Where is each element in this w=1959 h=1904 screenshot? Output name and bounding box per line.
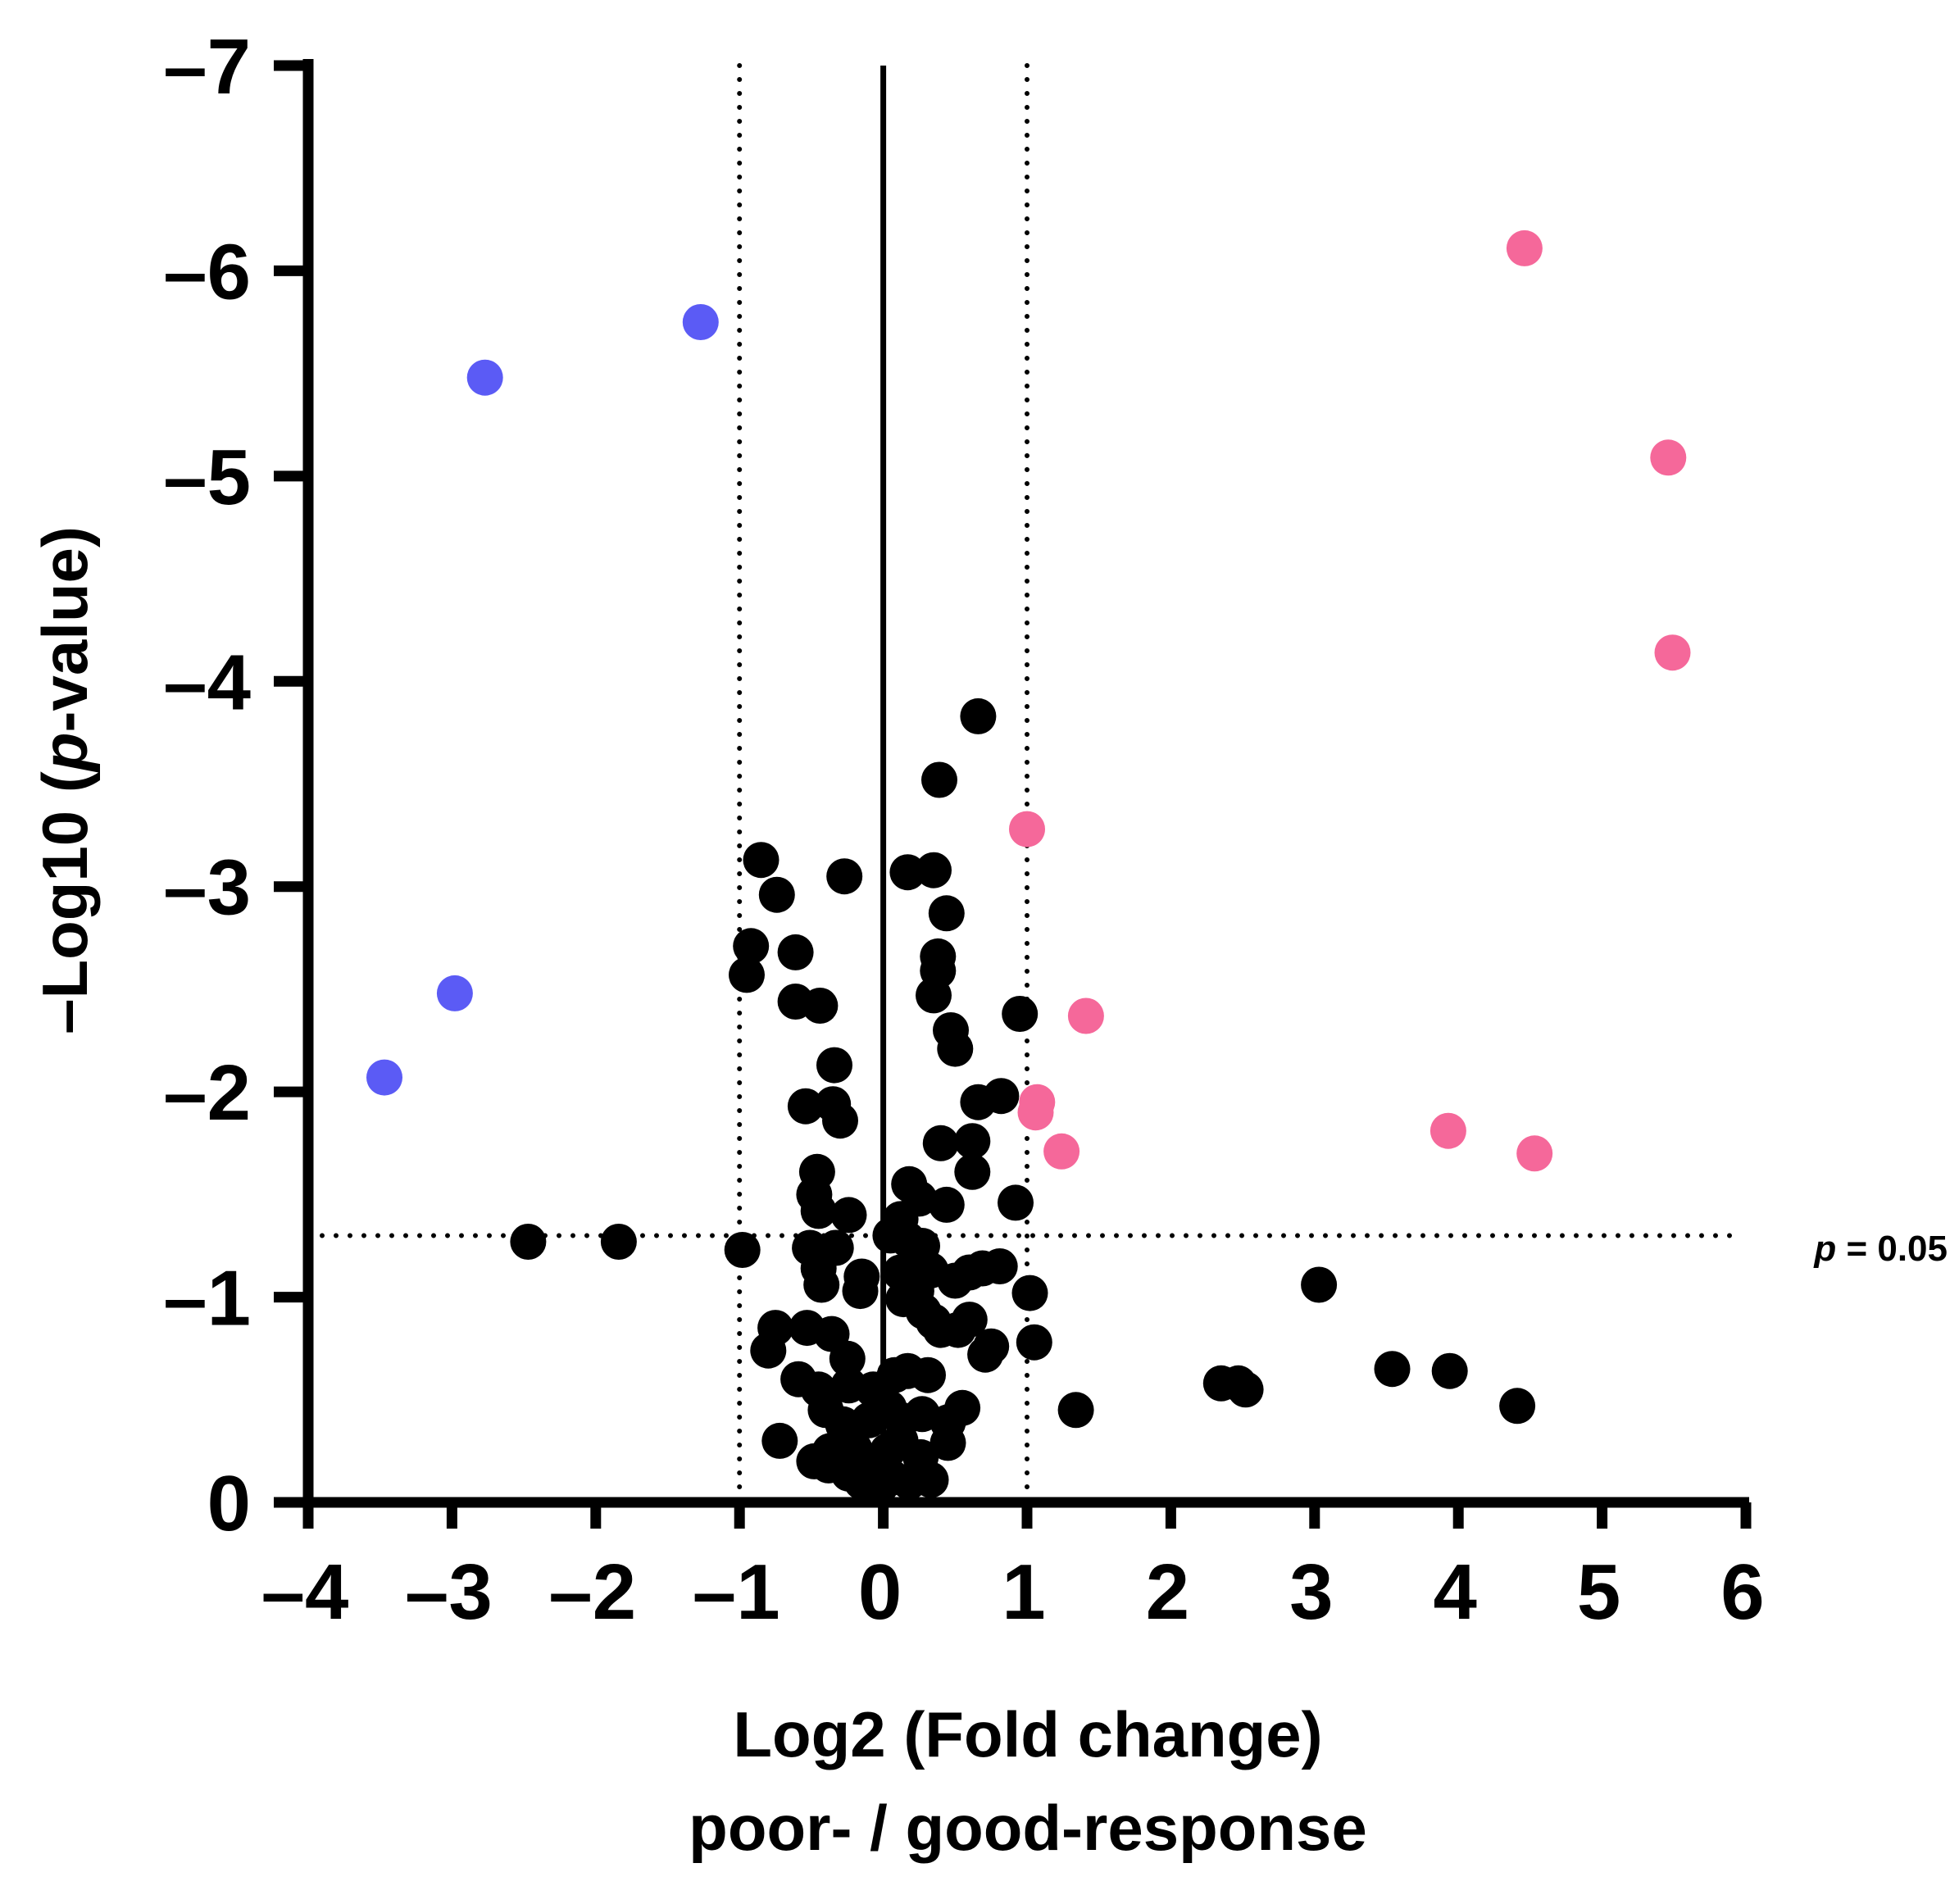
data-point bbox=[1499, 1388, 1536, 1425]
data-point bbox=[930, 1425, 966, 1461]
data-point bbox=[912, 1461, 949, 1498]
data-point bbox=[366, 1059, 402, 1096]
data-point bbox=[916, 852, 952, 888]
y-tick-label: –4 bbox=[163, 638, 251, 726]
data-points bbox=[366, 229, 1691, 1504]
data-point bbox=[729, 957, 765, 993]
x-tick-label: –1 bbox=[693, 1548, 780, 1636]
data-point bbox=[826, 858, 863, 895]
data-point bbox=[983, 1078, 1020, 1115]
data-point bbox=[910, 1356, 946, 1393]
data-point bbox=[829, 1340, 866, 1377]
data-point bbox=[1429, 1112, 1466, 1149]
y-tick-label: –5 bbox=[163, 434, 251, 521]
data-point bbox=[1016, 1324, 1052, 1361]
data-point bbox=[802, 988, 839, 1024]
x-axis-subtitle: poor- / good-response bbox=[689, 1792, 1367, 1864]
data-point bbox=[954, 1153, 991, 1190]
x-tick-label: –3 bbox=[405, 1548, 493, 1636]
data-point bbox=[951, 1302, 988, 1338]
data-point bbox=[1043, 1133, 1080, 1170]
y-tick-label: –2 bbox=[163, 1049, 251, 1137]
data-point bbox=[889, 854, 926, 891]
data-point bbox=[787, 1088, 824, 1125]
data-point bbox=[937, 1030, 974, 1067]
data-point bbox=[842, 1273, 879, 1310]
data-point bbox=[916, 977, 952, 1014]
data-point bbox=[750, 1332, 787, 1369]
data-point bbox=[1506, 229, 1543, 266]
data-point bbox=[510, 1224, 547, 1260]
data-point bbox=[1067, 997, 1104, 1034]
threshold-label: p = 0.05 bbox=[1813, 1229, 1948, 1269]
data-point bbox=[1057, 1392, 1094, 1429]
x-tick-label: –2 bbox=[548, 1548, 636, 1636]
data-point bbox=[944, 1389, 981, 1426]
data-point bbox=[922, 1125, 959, 1161]
data-point bbox=[800, 1193, 837, 1229]
data-point bbox=[743, 842, 780, 879]
y-tick-label: –6 bbox=[163, 228, 251, 316]
data-point bbox=[1374, 1351, 1411, 1388]
y-tick-label: –3 bbox=[163, 844, 251, 932]
x-axis-title: Log2 (Fold change) bbox=[733, 1698, 1322, 1770]
x-tick-label: –4 bbox=[261, 1548, 349, 1636]
data-point bbox=[682, 304, 719, 340]
data-point bbox=[733, 928, 770, 965]
x-tick-label: 2 bbox=[1146, 1548, 1189, 1636]
data-point bbox=[466, 359, 503, 396]
x-axis-ticks: –4 –3 –2 –1 0 1 2 3 4 5 6 bbox=[261, 1502, 1765, 1636]
y-axis-ticks: 0 –1 –2 –3 –4 –5 –6 –7 bbox=[163, 23, 308, 1547]
x-tick-label: 4 bbox=[1434, 1548, 1477, 1636]
data-point bbox=[777, 934, 814, 970]
x-tick-label: 6 bbox=[1720, 1548, 1764, 1636]
data-point bbox=[1227, 1371, 1264, 1408]
data-point bbox=[436, 975, 473, 1011]
data-point bbox=[816, 1047, 852, 1084]
data-point bbox=[724, 1232, 761, 1268]
data-point bbox=[1011, 1275, 1048, 1311]
data-point bbox=[1650, 439, 1687, 476]
data-point bbox=[1009, 811, 1045, 847]
y-tick-label: –1 bbox=[163, 1255, 251, 1343]
data-point bbox=[822, 1102, 858, 1139]
y-tick-label: –7 bbox=[163, 23, 251, 111]
data-point bbox=[973, 1328, 1010, 1365]
data-point bbox=[803, 1266, 840, 1303]
data-point bbox=[1516, 1135, 1553, 1172]
data-point bbox=[1431, 1352, 1468, 1389]
y-tick-label: 0 bbox=[207, 1460, 251, 1547]
data-point bbox=[830, 1197, 867, 1234]
data-point bbox=[830, 1455, 867, 1492]
data-point bbox=[1017, 1094, 1054, 1131]
data-point bbox=[928, 895, 965, 932]
data-point bbox=[954, 1123, 991, 1160]
y-axis-title: –Log10 (p-value) bbox=[29, 526, 101, 1034]
data-point bbox=[1654, 634, 1691, 671]
x-tick-label: 0 bbox=[858, 1548, 902, 1636]
data-point bbox=[928, 1186, 965, 1223]
x-tick-label: 1 bbox=[1002, 1548, 1045, 1636]
data-point bbox=[600, 1224, 637, 1260]
data-point bbox=[761, 1422, 798, 1459]
data-point bbox=[960, 698, 997, 734]
x-tick-label: 3 bbox=[1289, 1548, 1333, 1636]
x-tick-label: 5 bbox=[1577, 1548, 1620, 1636]
data-point bbox=[921, 761, 957, 798]
data-point bbox=[998, 1184, 1034, 1221]
data-point bbox=[1301, 1266, 1338, 1303]
data-point bbox=[981, 1248, 1018, 1284]
data-point bbox=[1002, 996, 1039, 1032]
data-point bbox=[758, 876, 795, 913]
